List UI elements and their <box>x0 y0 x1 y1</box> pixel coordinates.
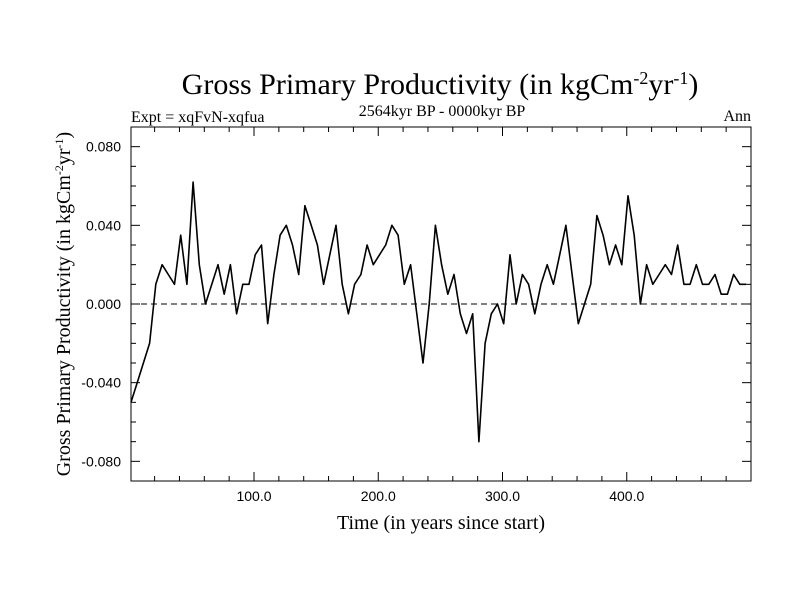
y-axis-label: Gross Primary Productivity (in kgCm-2yr-… <box>52 132 75 476</box>
x-axis-label: Time (in years since start) <box>337 512 545 534</box>
x-tick-label: 400.0 <box>609 488 644 504</box>
x-tick-label: 200.0 <box>361 488 396 504</box>
y-axis-ticks <box>131 126 751 482</box>
subtitle-season: Ann <box>723 108 751 125</box>
x-tick-label: 300.0 <box>485 488 520 504</box>
series-line-gpp <box>130 181 746 443</box>
subtitle-period: 2564kyr BP - 0000kyr BP <box>359 103 526 120</box>
subtitle-experiment: Expt = xqFvN-xqfua <box>131 109 264 126</box>
y-tick-label: 0.080 <box>86 139 121 155</box>
y-tick-label: 0.040 <box>86 217 121 233</box>
y-axis-tick-labels: 0.080 0.040 0.000 -0.040 -0.080 <box>81 139 121 470</box>
x-axis-tick-labels: 100.0 200.0 300.0 400.0 <box>236 488 644 504</box>
y-tick-label: -0.040 <box>81 375 121 391</box>
x-tick-label: 100.0 <box>236 488 271 504</box>
chart-title: Gross Primary Productivity (in kgCm-2yr-… <box>182 68 699 101</box>
x-axis-ticks <box>154 127 727 481</box>
y-tick-label: 0.000 <box>86 296 121 312</box>
y-tick-label: -0.080 <box>81 453 121 469</box>
